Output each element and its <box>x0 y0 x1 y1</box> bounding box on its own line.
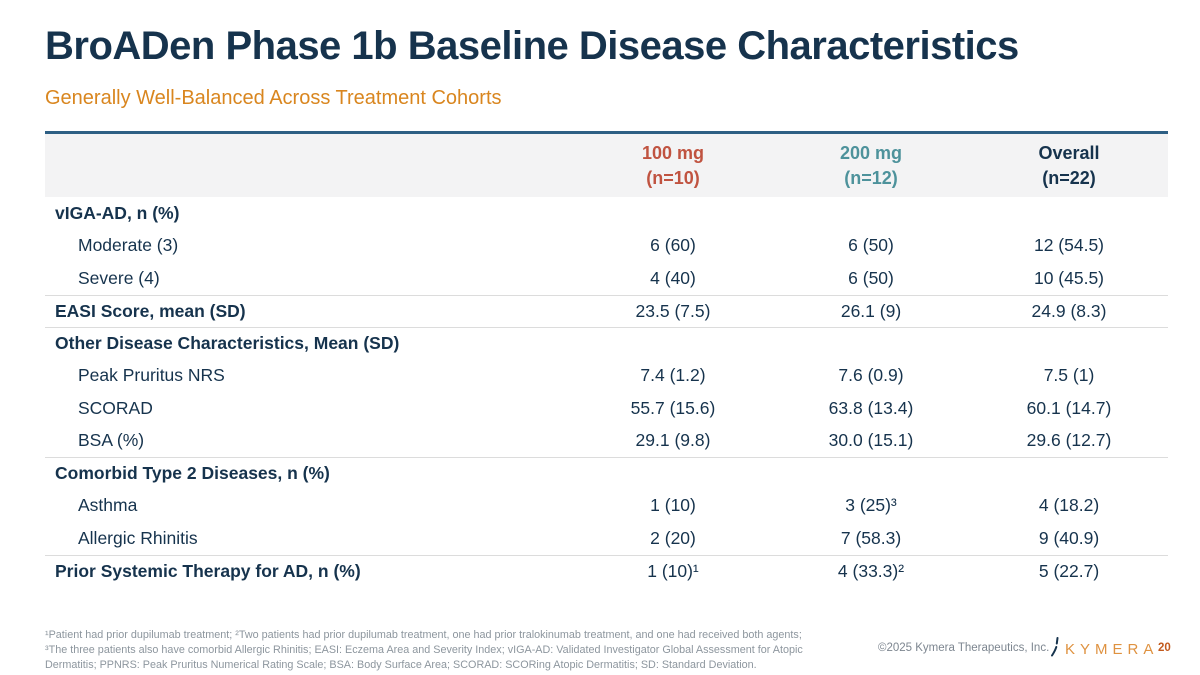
column-header: 100 mg (n=10) <box>574 141 772 190</box>
column-header-n: (n=12) <box>844 167 898 188</box>
column-header: 200 mg (n=12) <box>772 141 970 190</box>
row-label: Severe (4) <box>78 267 160 288</box>
footnote-line: Dermatitis; PPNRS: Peak Pruritus Numeric… <box>45 658 757 671</box>
table-cell: 30.0 (15.1) <box>828 430 914 451</box>
footnote-line: ³The three patients also have comorbid A… <box>45 643 803 656</box>
table-cell: 6 (50) <box>848 235 894 256</box>
table-row: Comorbid Type 2 Diseases, n (%) <box>45 457 1168 490</box>
table-cell: 1 (10) <box>650 495 696 516</box>
table-row: BSA (%) 29.1 (9.8) 30.0 (15.1) 29.6 (12.7) <box>45 425 1168 458</box>
table-cell: 3 (25)³ <box>845 495 897 516</box>
row-label: Comorbid Type 2 Diseases, n (%) <box>55 463 330 484</box>
table-cell: 63.8 (13.4) <box>828 397 914 418</box>
kymera-logo-text: KYMERA <box>1065 641 1159 658</box>
copyright-text: ©2025 Kymera Therapeutics, Inc. <box>878 642 1050 654</box>
table-cell: 4 (18.2) <box>1038 495 1100 516</box>
table-row: Moderate (3) 6 (60) 6 (50) 12 (54.5) <box>45 230 1168 263</box>
table-cell: 9 (40.9) <box>1038 527 1100 548</box>
column-header: Overall (n=22) <box>970 141 1168 190</box>
page-number: 20 <box>1158 642 1171 654</box>
row-label: vIGA-AD, n (%) <box>55 202 180 223</box>
column-header-n: (n=10) <box>646 167 700 188</box>
table-cell: 60.1 (14.7) <box>1026 397 1112 418</box>
table-cell: 7.5 (1) <box>1043 365 1095 386</box>
table-cell: 10 (45.5) <box>1033 267 1105 288</box>
row-label: Peak Pruritus NRS <box>78 365 225 386</box>
table-row: vIGA-AD, n (%) <box>45 197 1168 230</box>
table-row: SCORAD 55.7 (15.6) 63.8 (13.4) 60.1 (14.7) <box>45 392 1168 425</box>
table-cell: 6 (60) <box>650 235 696 256</box>
table-row: Allergic Rhinitis 2 (20) 7 (58.3) 9 (40.9) <box>45 522 1168 555</box>
table-cell: 26.1 (9) <box>840 300 902 321</box>
table-cell: 6 (50) <box>848 267 894 288</box>
table-cell: 55.7 (15.6) <box>630 397 716 418</box>
table-cell: 5 (22.7) <box>1038 560 1100 581</box>
table-row: Other Disease Characteristics, Mean (SD) <box>45 327 1168 360</box>
page-subtitle: Generally Well-Balanced Across Treatment… <box>45 87 502 109</box>
table-cell: 4 (33.3)² <box>837 560 905 581</box>
row-label: Prior Systemic Therapy for AD, n (%) <box>55 560 361 581</box>
table-row: Asthma 1 (10) 3 (25)³ 4 (18.2) <box>45 490 1168 523</box>
table-row: Peak Pruritus NRS 7.4 (1.2) 7.6 (0.9) 7.5 (… <box>45 360 1168 393</box>
column-header-dose: 200 mg <box>839 143 903 164</box>
table-row: Prior Systemic Therapy for AD, n (%) 1 (1… <box>45 554 1168 588</box>
table-cell: 12 (54.5) <box>1033 235 1105 256</box>
page-title: BroADen Phase 1b Baseline Disease Charac… <box>45 24 1019 68</box>
table-header-row: 100 mg (n=10) 200 mg (n=12) Overall (n=22) <box>45 131 1168 197</box>
table-cell: 4 (40) <box>650 267 696 288</box>
row-label: BSA (%) <box>78 430 145 451</box>
row-label: EASI Score, mean (SD) <box>55 300 246 321</box>
table-cell: 29.1 (9.8) <box>635 430 711 451</box>
footnotes: ¹Patient had prior dupilumab treatment; … <box>45 628 845 673</box>
table-cell: 7.4 (1.2) <box>640 365 706 386</box>
row-label: Moderate (3) <box>78 235 179 256</box>
row-label: Asthma <box>78 495 138 516</box>
column-header-dose: 100 mg <box>641 143 705 164</box>
table-cell: 2 (20) <box>650 527 696 548</box>
table-cell: 7 (58.3) <box>840 527 902 548</box>
table-cell: 7.6 (0.9) <box>838 365 904 386</box>
table-cell: 24.9 (8.3) <box>1031 300 1107 321</box>
footnote-line: ¹Patient had prior dupilumab treatment; … <box>45 629 802 641</box>
table-body: vIGA-AD, n (%) Moderate (3) 6 (60) 6 (50) 12… <box>45 197 1168 587</box>
table-cell: 1 (10)¹ <box>647 560 699 581</box>
table-cell: 29.6 (12.7) <box>1026 430 1112 451</box>
baseline-characteristics-table: 100 mg (n=10) 200 mg (n=12) Overall (n=22) vI… <box>45 131 1168 587</box>
table-row: Severe (4) 4 (40) 6 (50) 10 (45.5) <box>45 262 1168 295</box>
row-label: SCORAD <box>78 397 153 418</box>
kymera-logo-mark-icon <box>1050 637 1061 662</box>
row-label: Allergic Rhinitis <box>78 527 198 548</box>
row-label: Other Disease Characteristics, Mean (SD) <box>55 333 400 354</box>
kymera-logo: KYMERA <box>1050 637 1158 662</box>
table-row: EASI Score, mean (SD) 23.5 (7.5) 26.1 (9) 2… <box>45 294 1168 328</box>
column-header-dose: Overall <box>1038 143 1100 164</box>
column-header-n: (n=22) <box>1042 167 1096 188</box>
table-cell: 23.5 (7.5) <box>635 300 711 321</box>
